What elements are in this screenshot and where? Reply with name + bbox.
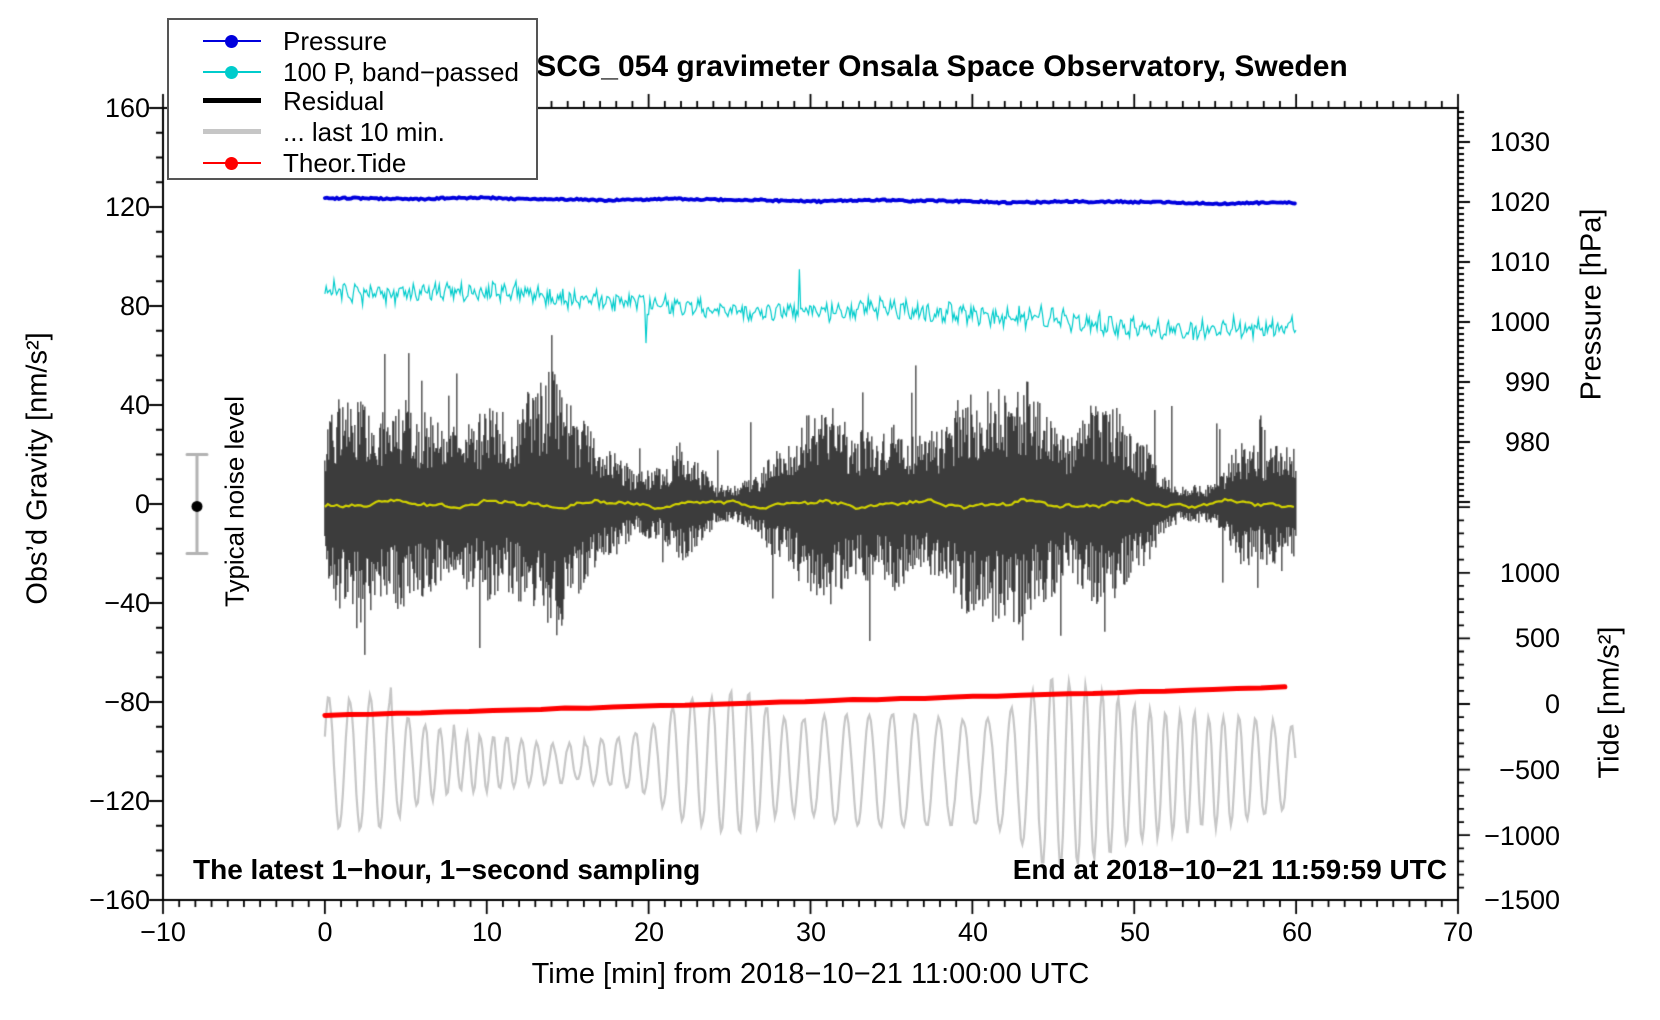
x-tick-label: 10 [471, 917, 503, 947]
x-tick-label: 0 [317, 917, 333, 947]
legend-item-last10min: ... last 10 min. [283, 117, 445, 147]
tide-tick-label: 0 [1544, 689, 1560, 719]
tide-axis-label: Tide [nm/s²] [1593, 626, 1626, 779]
y-tick-label: −120 [89, 786, 150, 816]
tide-tick-label: −1000 [1484, 821, 1560, 851]
legend-dot-theortide [225, 157, 238, 170]
legend-item-bandpassed: 100 P, band−passed [283, 57, 519, 87]
legend-item-pressure: Pressure [283, 26, 388, 56]
pressure-tick-label: 990 [1504, 367, 1550, 397]
y-tick-label: 160 [104, 93, 150, 123]
pressure-tick-label: 1020 [1489, 187, 1550, 217]
x-tick-label: 50 [1119, 917, 1151, 947]
legend-dot-pressure [225, 35, 238, 48]
legend-item-residual: Residual [283, 86, 385, 116]
y-tick-label: 80 [119, 291, 150, 321]
noise-level-label: Typical noise level [219, 396, 250, 607]
x-tick-label: 60 [1281, 917, 1313, 947]
y-tick-label: −40 [104, 588, 150, 618]
y-tick-label: 0 [134, 489, 150, 519]
end-time-note: End at 2018−10−21 11:59:59 UTC [1012, 854, 1447, 885]
x-axis-label: Time [min] from 2018−10−21 11:00:00 UTC [531, 958, 1090, 990]
page-title: SCG_054 gravimeter Onsala Space Observat… [536, 50, 1348, 83]
y-axis-label: Obs’d Gravity [nm/s²] [21, 332, 54, 605]
legend-item-theortide: Theor.Tide [283, 148, 407, 178]
tide-tick-label: 500 [1514, 623, 1560, 653]
pressure-tick-label: 1030 [1489, 127, 1550, 157]
x-tick-label: 20 [633, 917, 665, 947]
sampling-note: The latest 1−hour, 1−second sampling [193, 854, 701, 885]
pressure-tick-label: 980 [1504, 427, 1550, 457]
x-tick-label: 30 [795, 917, 827, 947]
legend-line-last10min [203, 129, 261, 134]
tide-tick-label: −500 [1499, 755, 1560, 785]
pressure-tick-label: 1000 [1489, 307, 1550, 337]
tide-tick-label: −1500 [1484, 885, 1560, 915]
legend-dot-bandpassed [225, 66, 238, 79]
pressure-axis-label: Pressure [hPa] [1575, 208, 1608, 401]
y-tick-label: 40 [119, 390, 150, 420]
pressure-tick-label: 1010 [1489, 247, 1550, 277]
y-tick-label: 120 [104, 192, 150, 222]
y-tick-label: −80 [104, 687, 150, 717]
x-tick-label: 70 [1442, 917, 1474, 947]
x-tick-label: 40 [957, 917, 989, 947]
x-tick-label: −10 [140, 917, 186, 947]
tide-tick-label: 1000 [1499, 558, 1560, 588]
legend-line-residual [203, 98, 261, 103]
legend: Pressure 100 P, band−passed Residual ...… [167, 18, 538, 180]
y-tick-label: −160 [89, 885, 150, 915]
